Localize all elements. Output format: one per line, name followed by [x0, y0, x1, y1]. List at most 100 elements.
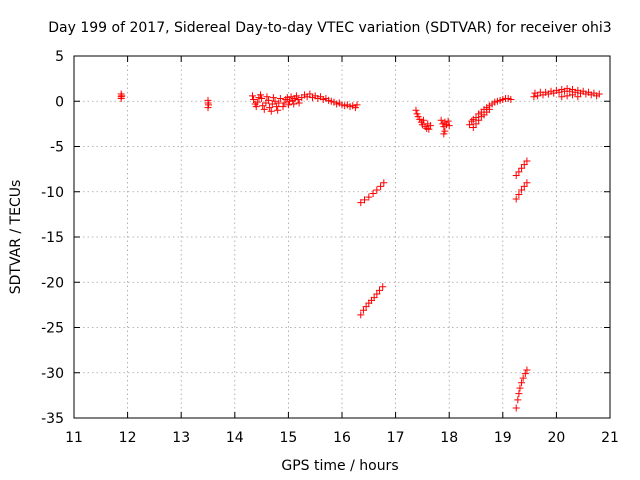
data-point	[365, 193, 373, 201]
y-tick-label: -15	[41, 230, 64, 246]
data-point	[361, 196, 369, 204]
data-point	[252, 103, 260, 111]
x-axis-label: GPS time / hours	[281, 458, 398, 474]
data-point	[520, 182, 528, 190]
series-arc-03	[248, 91, 284, 115]
x-tick-label: 21	[601, 430, 619, 446]
data-point	[472, 120, 480, 128]
data-point	[285, 97, 293, 105]
y-tick-label: 5	[55, 49, 64, 65]
data-point	[515, 390, 523, 398]
data-point	[295, 99, 303, 107]
data-point	[518, 379, 526, 387]
data-point	[353, 101, 361, 109]
y-tick-label: -10	[41, 185, 64, 201]
y-tick-label: -20	[41, 275, 64, 291]
data-point	[568, 91, 576, 99]
x-tick-label: 17	[387, 430, 405, 446]
data-point	[523, 157, 531, 165]
data-point	[563, 92, 571, 100]
y-tick-label: 0	[55, 94, 64, 110]
data-point	[519, 374, 527, 382]
data-point	[266, 104, 274, 112]
x-tick-label: 20	[547, 430, 565, 446]
x-tick-label: 15	[279, 430, 297, 446]
data-point	[204, 104, 212, 112]
data-point	[118, 92, 126, 100]
data-point	[595, 90, 603, 98]
data-point	[512, 171, 520, 179]
series-arc-12	[512, 366, 531, 412]
data-point	[376, 286, 384, 294]
data-point	[283, 94, 291, 102]
series-arc-05	[357, 179, 388, 207]
data-point	[257, 91, 265, 99]
data-point	[357, 311, 365, 319]
data-point	[507, 95, 515, 103]
data-point	[514, 396, 522, 404]
data-point	[445, 122, 453, 130]
data-point	[373, 290, 381, 298]
data-point	[362, 303, 370, 311]
data-point	[282, 95, 290, 103]
data-point	[265, 96, 273, 104]
series-arc-06	[357, 283, 387, 319]
data-point	[518, 164, 526, 172]
data-point	[379, 283, 387, 291]
data-point	[574, 93, 582, 101]
data-point	[276, 95, 284, 103]
data-point	[377, 182, 385, 190]
data-point	[521, 370, 529, 378]
x-tick-label: 13	[172, 430, 190, 446]
data-points	[117, 85, 603, 412]
data-point	[271, 97, 279, 105]
series-arc-09	[466, 95, 515, 131]
data-point	[306, 90, 314, 98]
data-point	[357, 199, 365, 207]
data-point	[250, 95, 258, 103]
data-point	[512, 404, 520, 412]
data-point	[412, 106, 420, 114]
data-point	[558, 93, 566, 101]
data-point	[530, 93, 538, 101]
data-point	[369, 190, 377, 198]
series-arc-02	[204, 96, 213, 112]
data-point	[294, 95, 302, 103]
data-point	[515, 168, 523, 176]
x-tick-label: 16	[333, 430, 351, 446]
data-point	[466, 121, 474, 129]
series-arc-04	[279, 90, 361, 112]
y-tick-label: -5	[50, 140, 64, 156]
data-point	[373, 186, 381, 194]
data-point	[475, 116, 483, 124]
data-point	[267, 107, 275, 115]
data-point	[523, 366, 531, 374]
data-point	[518, 186, 526, 194]
data-point	[287, 93, 295, 101]
data-point	[437, 116, 445, 124]
data-point	[425, 125, 433, 133]
chart-title: Day 199 of 2017, Sidereal Day-to-day VTE…	[48, 20, 611, 36]
x-tick-label: 18	[440, 430, 458, 446]
data-point	[523, 179, 531, 187]
series-arc-07	[412, 106, 434, 133]
axis-ticks: 11 12 13 14 15 16 17 18 19 20 21 5 0 -5 -10 -15 -20 -25 -3…	[41, 49, 619, 446]
series-arc-13	[530, 85, 603, 101]
data-point	[534, 92, 542, 100]
data-point	[263, 93, 271, 101]
data-point	[258, 95, 266, 103]
data-point	[359, 306, 367, 314]
y-tick-label: -30	[41, 366, 64, 382]
data-point	[485, 105, 493, 113]
series-arc-10	[512, 157, 531, 179]
x-tick-label: 11	[65, 430, 83, 446]
data-point	[441, 127, 449, 135]
data-point	[284, 101, 292, 109]
data-point	[290, 100, 298, 108]
x-tick-label: 12	[119, 430, 137, 446]
data-point	[253, 98, 261, 106]
data-point	[515, 190, 523, 198]
data-point	[469, 123, 477, 131]
x-tick-label: 19	[494, 430, 512, 446]
